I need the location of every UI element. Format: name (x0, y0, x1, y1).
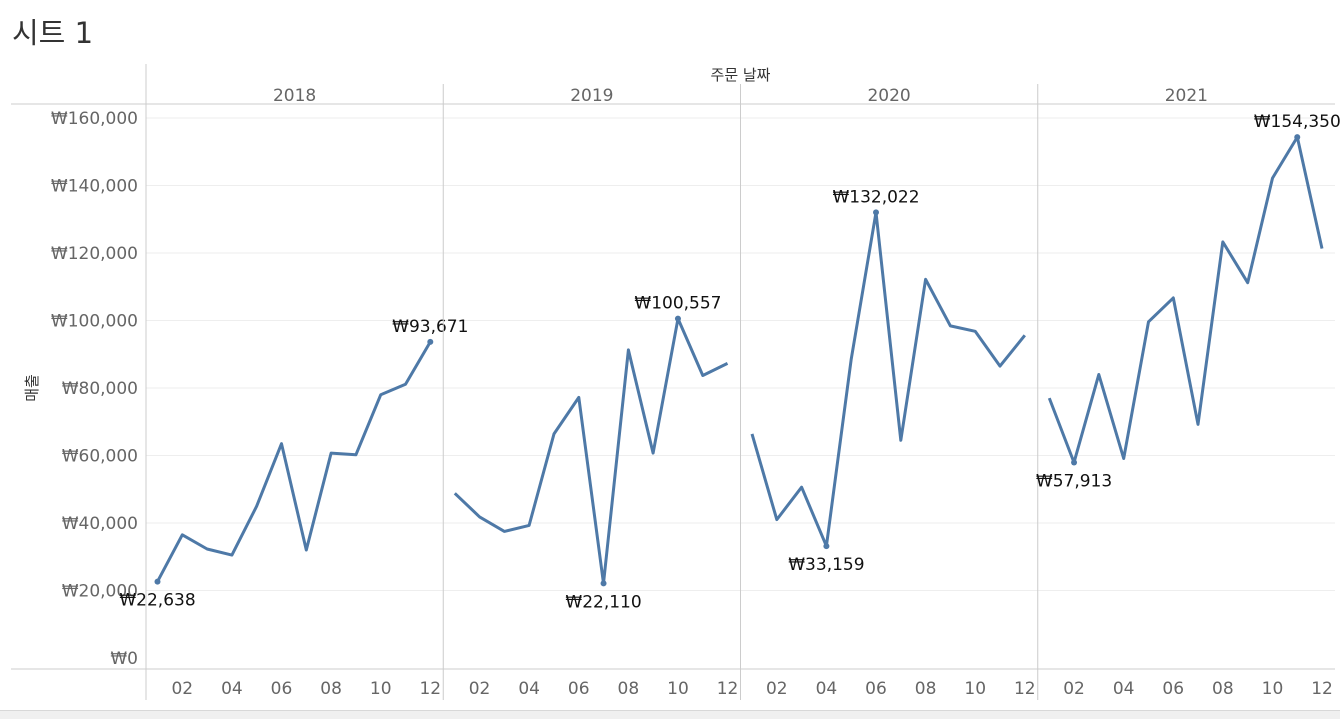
y-tick-label: ₩20,000 (62, 582, 138, 602)
data-point-marker (600, 580, 607, 587)
series-line-2020 (750, 210, 1026, 548)
sheet-title: 시트 1 (12, 16, 94, 50)
x-tick-label: 04 (221, 679, 243, 699)
x-tick-label: 10 (964, 679, 986, 699)
x-tick-label: 06 (271, 679, 293, 699)
data-point-marker (154, 578, 161, 585)
x-tick-label: 06 (568, 679, 590, 699)
bottom-scrollbar-area (0, 710, 1340, 719)
x-tick-label: 08 (915, 679, 937, 699)
y-tick-label: ₩140,000 (51, 177, 138, 197)
x-tick-label: 12 (1311, 679, 1333, 699)
data-point-marker (823, 543, 830, 550)
x-tick-label: 02 (171, 679, 193, 699)
x-tick-label: 08 (320, 679, 342, 699)
data-point-marker (873, 209, 879, 216)
y-tick-label: ₩100,000 (51, 312, 138, 332)
year-header-2019: 2019 (570, 86, 613, 106)
y-tick-label: ₩160,000 (51, 109, 138, 129)
data-label: ₩22,638 (119, 591, 195, 611)
year-header-2021: 2021 (1165, 86, 1208, 106)
data-label: ₩57,913 (1036, 472, 1112, 492)
x-tick-label: 04 (518, 679, 540, 699)
year-header-2020: 2020 (867, 86, 910, 106)
year-header-2018: 2018 (273, 86, 316, 106)
data-label: ₩22,110 (565, 592, 641, 612)
y-axis-title: 매출 (23, 374, 41, 402)
y-tick-label: ₩0 (110, 649, 138, 669)
data-point-marker (1071, 459, 1078, 466)
x-tick-label: 08 (618, 679, 640, 699)
x-tick-label: 02 (469, 679, 491, 699)
x-tick-label: 12 (419, 679, 441, 699)
y-tick-label: ₩60,000 (62, 447, 138, 467)
y-tick-label: ₩80,000 (62, 379, 138, 399)
data-label: ₩132,022 (832, 187, 919, 207)
x-tick-label: 06 (1162, 679, 1184, 699)
x-tick-label: 02 (766, 679, 788, 699)
data-point-marker (1294, 134, 1301, 141)
x-tick-label: 12 (717, 679, 739, 699)
series-line-2018 (156, 341, 432, 583)
data-point-marker (427, 338, 434, 345)
data-label: ₩154,350 (1254, 112, 1340, 132)
x-tick-label: 10 (370, 679, 392, 699)
x-tick-label: 10 (667, 679, 689, 699)
x-tick-label: 04 (1113, 679, 1135, 699)
data-point-marker (674, 315, 681, 322)
x-tick-label: 02 (1063, 679, 1085, 699)
column-header: 주문 날짜 (711, 66, 771, 84)
x-tick-label: 04 (816, 679, 838, 699)
x-tick-label: 12 (1014, 679, 1036, 699)
series-line-2019 (453, 317, 729, 585)
x-tick-label: 08 (1212, 679, 1234, 699)
data-label: ₩33,159 (788, 555, 864, 575)
series-line-2021 (1047, 135, 1324, 464)
y-tick-label: ₩120,000 (51, 244, 138, 264)
data-label: ₩93,671 (392, 317, 468, 337)
data-label: ₩100,557 (634, 294, 721, 314)
x-tick-label: 06 (865, 679, 887, 699)
y-tick-label: ₩40,000 (62, 514, 138, 534)
x-tick-label: 10 (1262, 679, 1284, 699)
